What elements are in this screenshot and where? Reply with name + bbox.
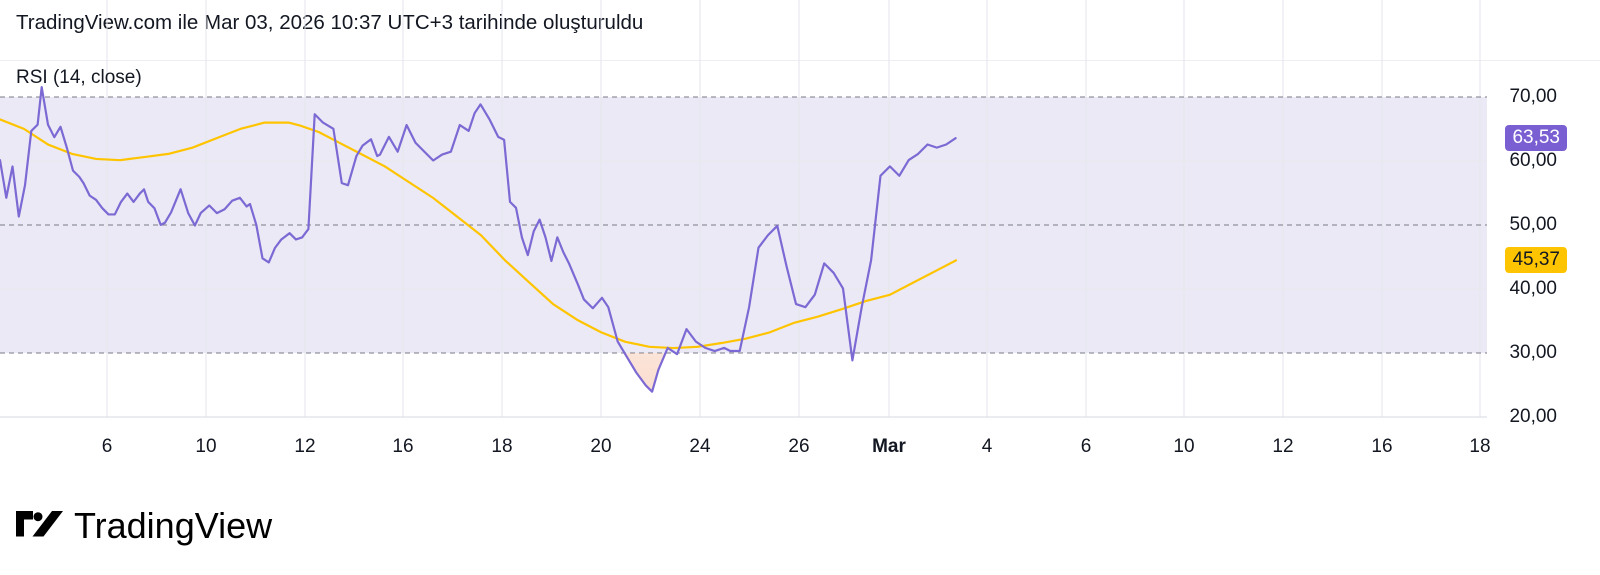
- svg-text:TradingView: TradingView: [74, 508, 273, 546]
